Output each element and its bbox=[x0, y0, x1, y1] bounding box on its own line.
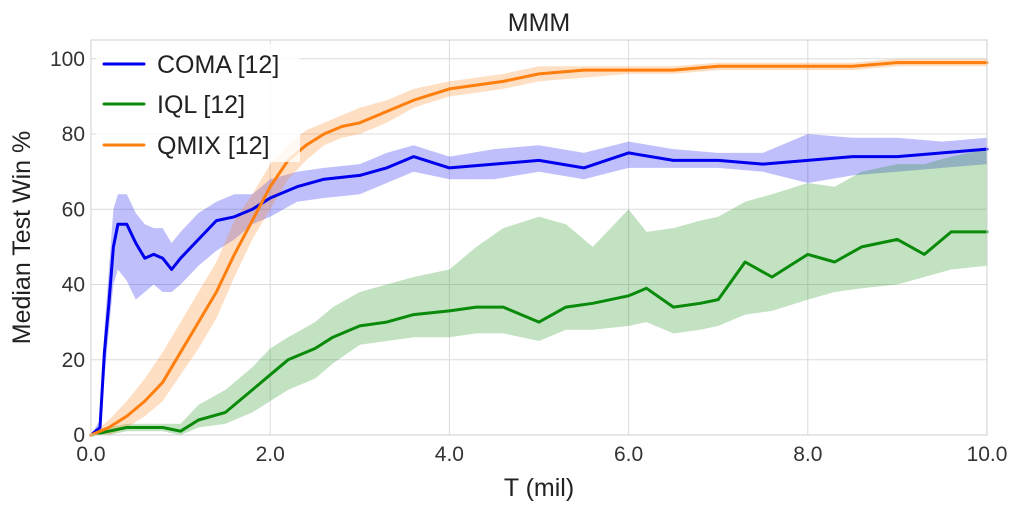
y-tick-label: 100 bbox=[50, 48, 85, 71]
plot-frame bbox=[90, 39, 988, 436]
legend-entry-coma: COMA [12] bbox=[102, 51, 279, 79]
legend-label-coma: COMA [12] bbox=[157, 51, 279, 79]
tick-labels: 0.0 2.0 4.0 6.0 8.0 10.0 0 20 40 60 80 100 bbox=[50, 48, 1007, 466]
x-axis-label: T (mil) bbox=[504, 474, 574, 502]
x-tick-label: 8.0 bbox=[793, 443, 822, 466]
x-tick-label: 10.0 bbox=[967, 443, 1008, 466]
x-tick-label: 6.0 bbox=[614, 443, 643, 466]
band-iql bbox=[91, 149, 987, 435]
line-iql bbox=[89, 230, 989, 437]
confidence-bands bbox=[91, 58, 987, 436]
series-lines bbox=[89, 61, 989, 437]
y-tick-label: 0 bbox=[73, 424, 85, 447]
x-tick-label: 0.0 bbox=[76, 443, 105, 466]
y-axis-label: Median Test Win % bbox=[8, 131, 36, 345]
y-tick-label: 80 bbox=[62, 123, 85, 146]
y-tick-label: 40 bbox=[62, 274, 85, 297]
x-tick-label: 2.0 bbox=[256, 443, 285, 466]
y-tick-label: 60 bbox=[62, 198, 85, 221]
line-qmix bbox=[89, 61, 989, 437]
legend-entry-qmix: QMIX [12] bbox=[102, 132, 270, 160]
legend-label-iql: IQL [12] bbox=[157, 91, 245, 119]
legend-entry-iql: IQL [12] bbox=[102, 91, 245, 119]
chart-title: MMM bbox=[508, 9, 570, 37]
band-coma bbox=[91, 134, 987, 435]
y-tick-label: 20 bbox=[62, 349, 85, 372]
legend-label-qmix: QMIX [12] bbox=[157, 132, 270, 160]
line-coma bbox=[89, 147, 989, 437]
x-tick-label: 4.0 bbox=[435, 443, 464, 466]
legend: COMA [12] IQL [12] QMIX [12] bbox=[96, 44, 300, 162]
